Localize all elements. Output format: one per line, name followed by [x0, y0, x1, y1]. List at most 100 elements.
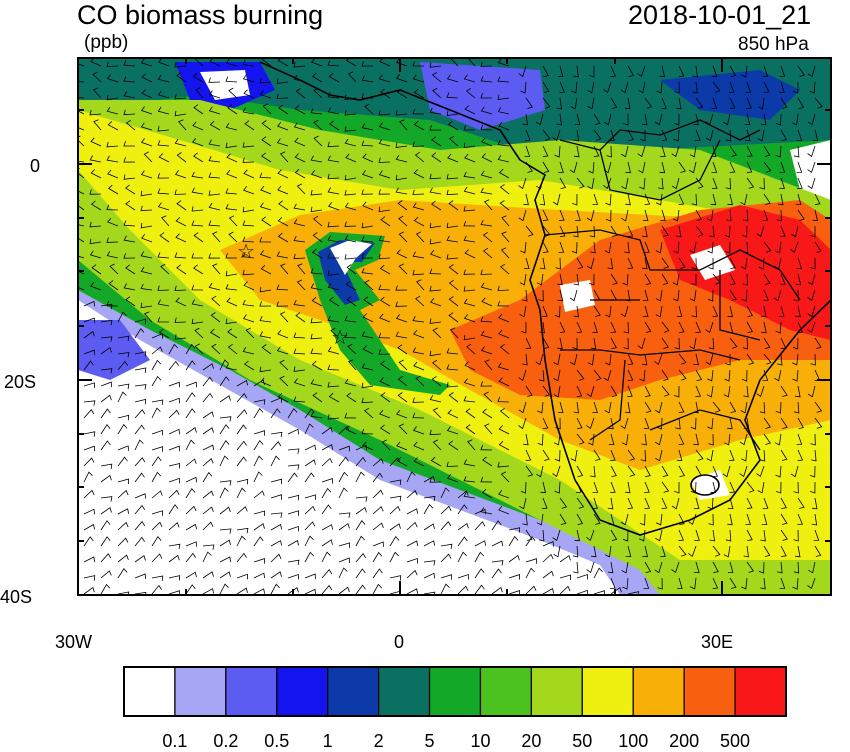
wind-barb: [329, 296, 340, 307]
wind-barb: [807, 177, 816, 190]
wind-barb: [593, 129, 602, 141]
wind-barb: [362, 345, 374, 355]
wind-barb: [740, 401, 748, 414]
wind-barb: [808, 561, 816, 574]
wind-barb: [406, 489, 418, 499]
wind-barb: [724, 369, 731, 382]
wind-barb: [593, 449, 601, 461]
wind-barb: [712, 545, 721, 557]
wind-barb: [396, 249, 408, 259]
wind-barb: [416, 279, 425, 291]
wind-barb: [712, 577, 719, 589]
wind-barb: [174, 252, 187, 259]
wind-barb: [270, 408, 281, 419]
wind-barb: [378, 284, 391, 291]
wind-barb: [711, 161, 718, 173]
wind-barb: [361, 382, 374, 389]
wind-barb: [346, 392, 357, 403]
wind-barb: [168, 504, 179, 515]
wind-barb: [389, 523, 401, 531]
wind-barb: [678, 369, 687, 381]
wind-barb: [474, 551, 484, 563]
wind-barb: [641, 433, 647, 446]
wind-barb: [571, 241, 578, 254]
wind-barb: [745, 513, 751, 525]
wind-barb: [661, 257, 670, 269]
wind-barb: [243, 169, 255, 179]
wind-barb: [140, 283, 153, 291]
wind-barb: [741, 369, 748, 382]
wind-barb: [219, 359, 229, 371]
wind-barb: [555, 257, 561, 270]
wind-barb: [763, 433, 771, 445]
units-label: (ppb): [84, 32, 129, 53]
wind-barb: [576, 573, 588, 580]
wind-barb: [708, 337, 715, 350]
wind-barb: [242, 206, 255, 213]
wind-barb: [746, 321, 754, 333]
wind-barb: [671, 177, 680, 190]
wind-barb: [760, 529, 766, 542]
wind-barb: [480, 330, 493, 339]
wind-barb: [554, 305, 561, 318]
wind-barb: [689, 577, 697, 590]
wind-barb: [293, 203, 306, 211]
wind-barb: [542, 145, 549, 157]
wind-barb: [78, 232, 85, 243]
wind-barb: [348, 359, 357, 371]
wind-barb: [157, 202, 170, 211]
wind-barb: [620, 513, 629, 526]
wind-barb: [78, 81, 85, 83]
wind-barb: [100, 346, 112, 355]
colorbar-label: 2: [373, 731, 384, 751]
wind-barb: [707, 497, 714, 510]
wind-barb: [463, 235, 476, 243]
wind-barb: [604, 545, 612, 558]
wind-barb: [225, 188, 238, 195]
wind-barb: [440, 505, 452, 515]
wind-barb: [193, 152, 204, 163]
wind-barb: [89, 238, 102, 245]
wind-barb: [355, 552, 367, 563]
wind-barb: [447, 153, 459, 163]
field-ne-blue: [660, 70, 800, 120]
wind-barb: [570, 449, 578, 462]
wind-barb: [673, 289, 680, 302]
wind-barb: [593, 369, 602, 381]
colorbar-swatch: [276, 666, 329, 717]
wind-barb: [779, 177, 785, 189]
wind-barb: [525, 225, 534, 237]
wind-barb: [157, 126, 170, 132]
wind-barb: [279, 311, 289, 323]
wind-barb: [185, 381, 197, 388]
wind-barb: [378, 349, 391, 355]
wind-barb: [259, 237, 272, 243]
colorbar-swatch: [327, 666, 380, 717]
wind-barb: [622, 529, 629, 542]
wind-barb: [106, 155, 119, 163]
wind-barb: [151, 471, 162, 483]
wind-barb: [107, 217, 119, 227]
wind-barb: [542, 417, 549, 429]
wind-barb: [674, 482, 680, 494]
wind-barb: [361, 253, 374, 259]
wind-barb: [793, 481, 799, 494]
wind-barb: [106, 94, 119, 101]
wind-barb: [542, 241, 549, 253]
wind-barb: [185, 584, 196, 595]
wind-barb: [775, 145, 782, 158]
wind-barb: [446, 222, 459, 229]
wind-barb: [134, 520, 146, 531]
wind-barb: [78, 96, 85, 99]
wind-barb: [741, 449, 748, 462]
wind-barb: [219, 506, 231, 515]
wind-barb: [78, 224, 85, 227]
wind-barb: [603, 113, 612, 126]
wind-barb: [497, 107, 510, 115]
wind-barb: [678, 545, 687, 557]
wind-barb: [117, 352, 130, 358]
wind-barb: [463, 125, 475, 131]
wind-barb: [621, 561, 629, 574]
wind-barb: [243, 89, 255, 99]
